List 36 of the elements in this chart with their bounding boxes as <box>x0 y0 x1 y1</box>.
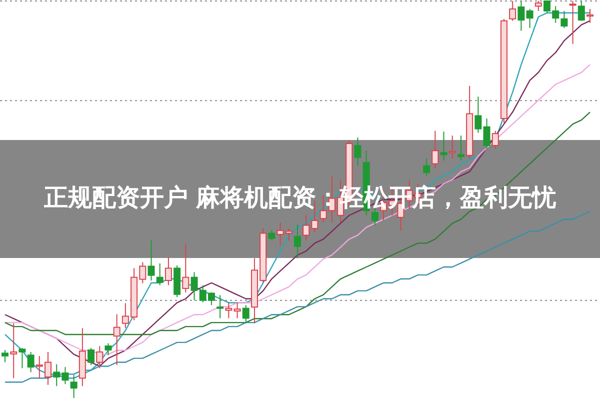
candlestick <box>448 135 456 160</box>
candlestick <box>27 351 34 373</box>
candlestick <box>440 131 448 162</box>
candlestick <box>88 347 95 366</box>
candlestick <box>234 302 241 319</box>
candlestick <box>518 0 525 32</box>
candlestick <box>423 158 430 176</box>
candlestick <box>156 262 164 286</box>
candlestick <box>492 130 499 150</box>
candlestick <box>164 256 172 286</box>
candlestick <box>457 135 464 162</box>
candlestick <box>268 230 276 241</box>
candlestick <box>432 130 439 170</box>
candlestick <box>216 294 224 319</box>
candlestick <box>182 244 190 293</box>
candlestick <box>96 345 104 369</box>
candlestick <box>104 342 112 356</box>
candlestick <box>560 10 568 28</box>
candlestick <box>483 118 490 150</box>
candlestick <box>586 8 594 24</box>
candlestick <box>474 96 482 134</box>
candlestick <box>526 8 534 28</box>
candlestick <box>225 302 232 319</box>
candlestick <box>242 304 250 324</box>
candlestick <box>294 224 301 259</box>
candlestick <box>148 240 155 281</box>
candlestick <box>2 349 8 363</box>
candlestick <box>10 322 18 379</box>
candlestick <box>113 314 120 366</box>
candlestick <box>18 347 26 369</box>
candlestick <box>578 0 585 22</box>
candlestick <box>569 0 576 44</box>
candlestick <box>534 0 542 12</box>
candlestick <box>70 374 78 398</box>
candlestick <box>509 0 516 22</box>
candlestick <box>354 137 362 166</box>
